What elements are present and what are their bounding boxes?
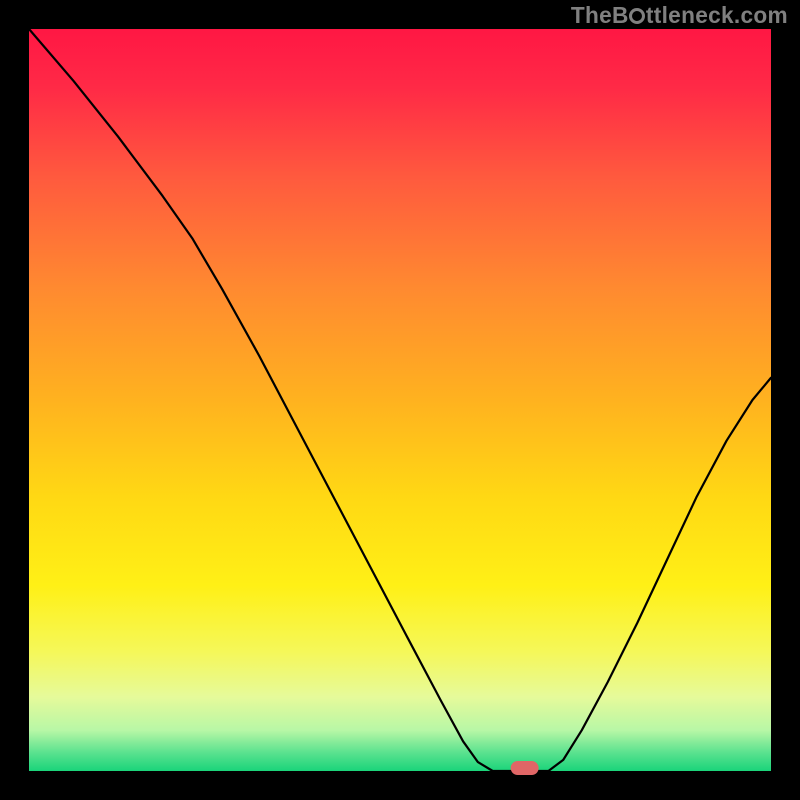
bottleneck-curve-chart	[0, 0, 800, 800]
plot-background	[29, 29, 771, 771]
watermark-ring-icon	[629, 8, 645, 24]
watermark-label: TheBttleneck.com	[571, 2, 788, 29]
optimal-marker	[511, 761, 539, 775]
